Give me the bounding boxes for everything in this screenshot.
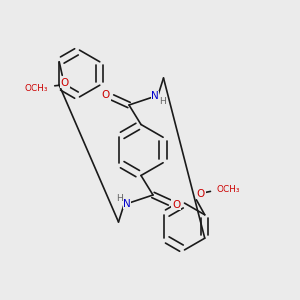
Text: H: H — [116, 194, 122, 203]
Text: O: O — [102, 90, 110, 100]
Text: H: H — [160, 97, 166, 106]
Text: OCH₃: OCH₃ — [25, 84, 48, 93]
Text: O: O — [197, 189, 205, 199]
Text: OCH₃: OCH₃ — [217, 185, 240, 194]
Text: O: O — [172, 200, 180, 210]
Text: N: N — [123, 199, 131, 209]
Text: O: O — [61, 78, 69, 88]
Text: N: N — [151, 91, 159, 101]
